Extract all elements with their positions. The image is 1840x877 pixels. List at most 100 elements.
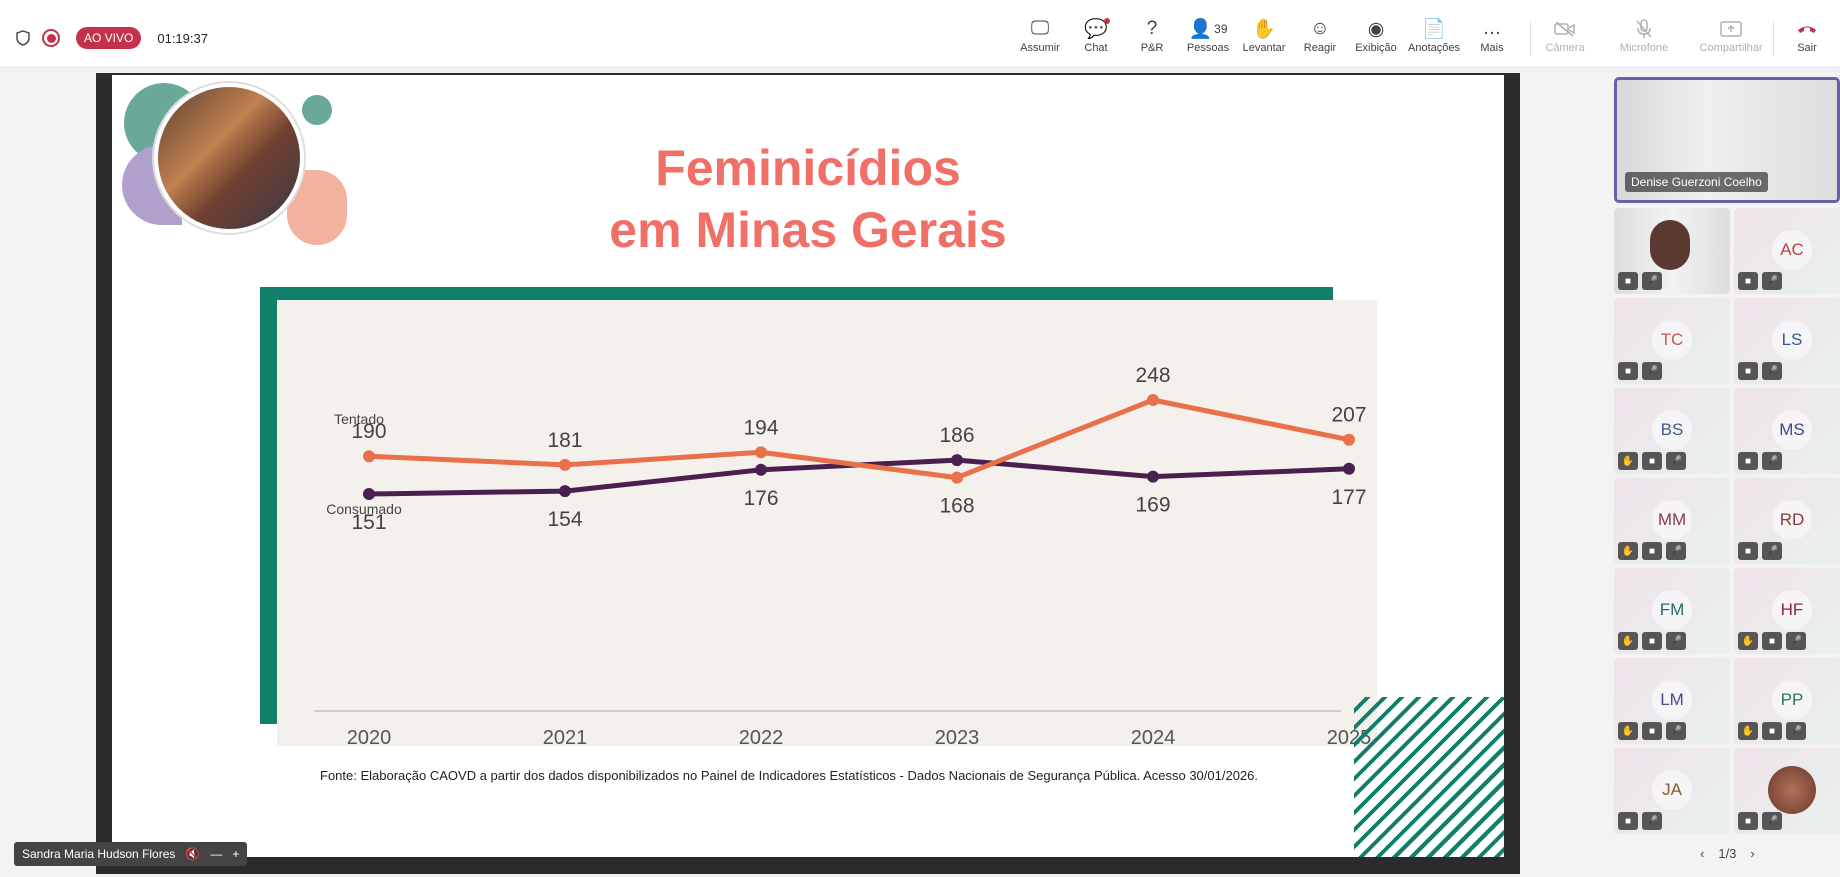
plus-icon[interactable]: + <box>232 847 240 861</box>
data-point <box>1147 470 1159 483</box>
mais-button[interactable]: … Mais <box>1462 16 1522 60</box>
x-tick-label: 2022 <box>739 727 784 746</box>
participant-tile[interactable]: HF ✋ ■ 🎤 <box>1734 568 1840 654</box>
participant-tile[interactable]: ■ 🎤 <box>1734 748 1840 834</box>
participant-tile[interactable]: LM ✋ ■ 🎤 <box>1614 658 1730 744</box>
data-point <box>363 450 375 463</box>
camera-icon: ■ <box>1642 632 1662 650</box>
tool-label: Pessoas <box>1186 42 1230 54</box>
avatar <box>1768 766 1816 814</box>
raise-hand-icon: ✋ <box>1252 19 1276 40</box>
hangup-icon <box>1796 16 1818 42</box>
pessoas-button[interactable]: 👤 39 Pessoas <box>1178 16 1238 60</box>
data-label: 186 <box>939 424 974 447</box>
participant-name: Denise Guerzoni Coelho <box>1625 172 1768 192</box>
tile-controls: ■ 🎤 <box>1738 362 1782 380</box>
camera-icon: ■ <box>1618 272 1638 290</box>
mic-icon: 🎤 <box>1666 722 1686 740</box>
top-toolbar: AO VIVO 01:19:37 🖵 Assumir 💬 Chat? P&R 👤 39 Pes… <box>0 0 1840 68</box>
hand-icon: ✋ <box>1618 452 1638 470</box>
p-r-button[interactable]: ? P&R <box>1122 16 1182 60</box>
data-label: 154 <box>547 508 582 531</box>
avatar: BS <box>1652 410 1692 450</box>
tile-controls: ■ 🎤 <box>1738 812 1782 830</box>
self-view-label[interactable]: Sandra Maria Hudson Flores 🔇 — + <box>14 842 248 866</box>
tool-label: Reagir <box>1303 42 1337 54</box>
participant-tile[interactable]: AC ■ 🎤 <box>1734 208 1840 294</box>
chat-button[interactable]: 💬 Chat <box>1066 16 1126 60</box>
mic-off-icon[interactable]: 🔇 <box>185 847 201 861</box>
camera-button[interactable]: Câmera <box>1535 16 1595 60</box>
camera-icon: ■ <box>1618 812 1638 830</box>
participant-tile[interactable]: TC ■ 🎤 <box>1614 298 1730 384</box>
mic-icon: 🎤 <box>1762 452 1782 470</box>
chevron-right-icon[interactable]: › <box>1750 846 1755 861</box>
mic-icon: 🎤 <box>1762 362 1782 380</box>
participant-tile[interactable]: MS ■ 🎤 <box>1734 388 1840 474</box>
leave-button[interactable]: Sair <box>1782 16 1832 60</box>
annotation-tentado: Tentado <box>334 411 384 427</box>
mic-icon: 🎤 <box>1642 362 1662 380</box>
tool-label: Assumir <box>1020 42 1060 54</box>
reagir-button[interactable]: ☺ Reagir <box>1290 16 1350 60</box>
tool-label: Anotações <box>1408 42 1460 54</box>
minus-icon[interactable]: — <box>210 847 223 861</box>
microphone-button[interactable]: Microfone <box>1614 16 1674 60</box>
mic-icon: 🎤 <box>1762 272 1782 290</box>
meeting-timer: 01:19:37 <box>157 30 208 46</box>
tool-label: Levantar <box>1242 42 1286 54</box>
data-point <box>755 463 767 476</box>
tool-label: P&R <box>1140 42 1164 54</box>
participant-tile[interactable]: RD ■ 🎤 <box>1734 478 1840 564</box>
chevron-left-icon[interactable]: ‹ <box>1700 846 1705 861</box>
chat-icon: 💬 <box>1084 18 1110 40</box>
data-label: 248 <box>1135 364 1170 387</box>
participant-pager: ‹ 1/3 › <box>1700 846 1755 861</box>
share-icon <box>1720 16 1742 42</box>
participant-tile[interactable]: LS ■ 🎤 <box>1734 298 1840 384</box>
participant-tile[interactable]: JA ■ 🎤 <box>1614 748 1730 834</box>
tile-controls: ■ 🎤 <box>1618 362 1662 380</box>
data-point <box>559 458 571 471</box>
tile-controls: ✋ ■ 🎤 <box>1738 722 1806 740</box>
camera-icon: ■ <box>1762 722 1782 740</box>
share-button[interactable]: Compartilhar <box>1700 16 1762 60</box>
data-point <box>951 471 963 484</box>
featured-video-tile[interactable]: Denise Guerzoni Coelho <box>1614 77 1840 203</box>
x-tick-label: 2023 <box>935 727 980 746</box>
series-line <box>368 397 1350 481</box>
qa-icon: ? <box>1146 18 1158 39</box>
divider <box>1773 22 1774 56</box>
tile-controls: ✋ ■ 🎤 <box>1618 722 1686 740</box>
camera-icon: ■ <box>1642 542 1662 560</box>
participant-tile[interactable]: PP ✋ ■ 🎤 <box>1734 658 1840 744</box>
camera-icon: ■ <box>1642 452 1662 470</box>
tile-controls: ■ 🎤 <box>1738 542 1782 560</box>
assumir-button[interactable]: 🖵 Assumir <box>1010 16 1070 60</box>
participant-tile[interactable]: MM ✋ ■ 🎤 <box>1614 478 1730 564</box>
avatar: LS <box>1772 320 1812 360</box>
more-icon: … <box>1482 18 1502 39</box>
levantar-button[interactable]: ✋ Levantar <box>1234 16 1294 60</box>
exibi-o-button[interactable]: ◉ Exibição <box>1346 16 1406 60</box>
participant-tile[interactable]: BS ✋ ■ 🎤 <box>1614 388 1730 474</box>
camera-icon: ■ <box>1738 452 1758 470</box>
participant-tile[interactable]: ■ 🎤 <box>1614 208 1730 294</box>
mic-icon: 🎤 <box>1786 632 1806 650</box>
avatar: MS <box>1772 410 1812 450</box>
tile-controls: ✋ ■ 🎤 <box>1738 632 1806 650</box>
shield-icon[interactable] <box>14 28 32 48</box>
react-icon: ☺ <box>1310 18 1330 39</box>
data-label: 151 <box>351 511 386 534</box>
avatar: JA <box>1652 770 1692 810</box>
anota-es-button[interactable]: 📄 Anotações <box>1404 16 1464 60</box>
participant-tile[interactable]: FM ✋ ■ 🎤 <box>1614 568 1730 654</box>
avatar: TC <box>1652 320 1692 360</box>
stripe-decoration <box>1354 697 1504 857</box>
chart-panel: 2020 2021 2022 2023 2024 2025 151 154 176 186 169 1… <box>277 300 1377 746</box>
data-point <box>1343 433 1355 446</box>
annotation-consumado: Consumado <box>326 501 402 517</box>
camera-icon: ■ <box>1738 542 1758 560</box>
data-label: 190 <box>351 420 386 443</box>
avatar: LM <box>1652 680 1692 720</box>
